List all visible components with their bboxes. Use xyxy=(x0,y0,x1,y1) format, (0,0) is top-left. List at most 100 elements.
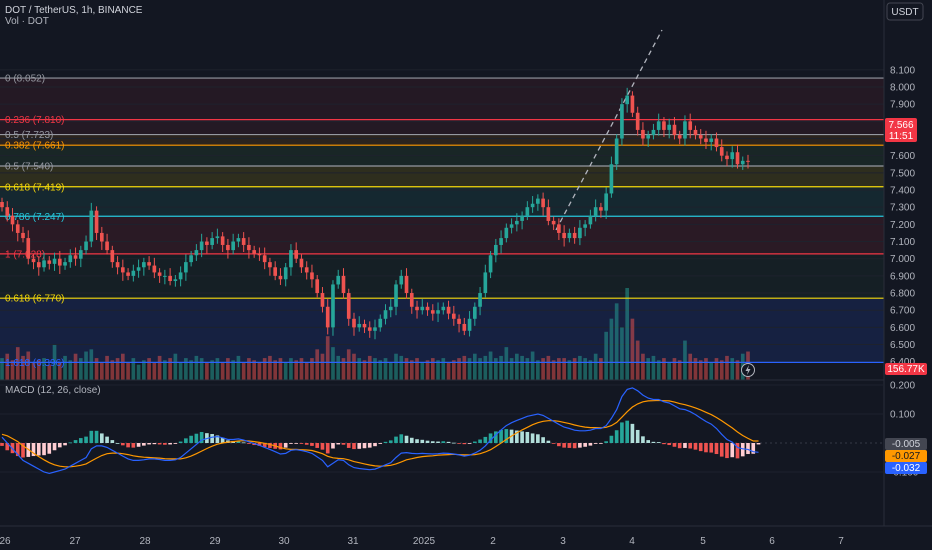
candle-body xyxy=(252,250,256,254)
volume-bar xyxy=(357,358,362,380)
volume-bar xyxy=(131,358,136,380)
candle-body xyxy=(740,160,745,165)
candle-body xyxy=(110,250,115,263)
fib-lines: 0 (8.052) 0.236 (7.810) 0.5 (7.723)0.382 (… xyxy=(0,74,884,369)
volume-bar xyxy=(714,358,719,380)
fib-level-label: 0.5 (7.723) xyxy=(5,130,53,141)
macd-histogram-bar xyxy=(199,431,204,443)
candle-body xyxy=(115,262,120,268)
macd-histogram-bar xyxy=(215,435,220,443)
volume-bar xyxy=(515,353,519,380)
candle-body xyxy=(730,152,735,160)
candle-body xyxy=(478,293,482,307)
volume-bar xyxy=(184,358,188,380)
macd-histogram-bar xyxy=(420,439,425,443)
candle-body xyxy=(0,202,4,208)
macd-histogram-bar xyxy=(157,443,162,445)
candle-body xyxy=(215,236,220,239)
volume-bar xyxy=(15,347,20,380)
macd-histogram-bar xyxy=(630,423,635,443)
candle-body xyxy=(247,244,251,251)
candle-body xyxy=(194,250,199,256)
macd-histogram-bar xyxy=(546,440,551,443)
macd-histogram-bar xyxy=(289,443,293,444)
macd-histogram-bar xyxy=(698,443,703,452)
time-tick-label: 29 xyxy=(209,536,221,547)
candle-body xyxy=(189,255,193,263)
volume-bar xyxy=(283,362,288,380)
candle-body xyxy=(231,241,235,251)
macd-histogram-bar xyxy=(635,429,640,443)
candle-body xyxy=(499,238,503,245)
candle-body xyxy=(441,306,446,311)
macd-histogram-bar xyxy=(21,443,25,458)
fib-zone xyxy=(0,134,884,146)
volume-bar xyxy=(672,358,677,380)
volume-bar xyxy=(320,353,325,380)
macd-histogram-bar xyxy=(646,440,651,443)
macd-histogram-bar xyxy=(194,433,199,443)
price-tick-label: 6.600 xyxy=(890,323,915,334)
candle-body xyxy=(283,267,288,280)
symbol-title[interactable]: DOT / TetherUS, 1h, BINANCE xyxy=(5,5,143,16)
volume-bar xyxy=(257,362,262,380)
time-axis[interactable]: 26 27 28 29 30 31 2025 2 3 4 5 6 7 xyxy=(0,536,844,547)
volume-bar xyxy=(178,362,183,380)
macd-indicator-label[interactable]: MACD (12, 26, close) xyxy=(5,385,101,396)
candle-body xyxy=(635,112,640,130)
volume-bar xyxy=(604,331,608,380)
candle-body xyxy=(588,215,593,225)
volume-bar xyxy=(536,360,540,380)
macd-histogram-bar xyxy=(467,443,472,444)
macd-histogram-bar xyxy=(247,443,251,444)
macd-histogram-bar xyxy=(599,443,603,444)
macd-histogram-bar xyxy=(620,422,624,443)
candle-body xyxy=(163,275,167,277)
fib-zones xyxy=(0,78,884,363)
volume-bar xyxy=(21,355,25,380)
volume-bar xyxy=(331,347,335,380)
candle-body xyxy=(357,323,362,328)
dashed-trendline[interactable] xyxy=(555,29,663,231)
volume-bar xyxy=(47,364,52,380)
volume-bar xyxy=(451,360,456,380)
macd-histogram-bar xyxy=(262,443,267,448)
candle-body xyxy=(446,306,451,314)
volume-bar xyxy=(278,358,283,380)
macd-histogram-bar xyxy=(625,420,629,443)
volume-bar xyxy=(530,351,535,380)
macd-histogram-bar xyxy=(441,441,446,443)
price-tick-label: 6.800 xyxy=(890,289,915,300)
price-tick-label: 6.700 xyxy=(890,306,915,317)
macd-signal-value: -0.027 xyxy=(892,451,921,462)
candle-body xyxy=(336,275,341,285)
candle-body xyxy=(241,238,246,245)
volume-indicator-label[interactable]: Vol · DOT xyxy=(5,16,49,27)
candle-body xyxy=(620,104,624,139)
volume-bar xyxy=(546,355,551,380)
volume-bar xyxy=(68,360,73,380)
volume-bar xyxy=(352,353,356,380)
candle-body xyxy=(26,238,31,259)
volume-bar xyxy=(126,362,130,380)
candle-body xyxy=(415,306,419,311)
macd-histogram-bar xyxy=(399,434,404,443)
volume-bar xyxy=(494,358,498,380)
macd-histogram-bar xyxy=(241,442,246,444)
time-tick-label: 26 xyxy=(0,536,11,547)
volume-bar xyxy=(725,355,729,380)
macd-histogram-bar xyxy=(504,429,509,443)
candle-body xyxy=(483,272,488,294)
volume-bar xyxy=(693,358,698,380)
macd-signal-tag xyxy=(885,450,927,462)
macd-histogram-bar xyxy=(683,443,687,448)
volume-bar xyxy=(168,358,172,380)
macd-histogram-bar xyxy=(320,443,325,450)
lightning-glyph-icon xyxy=(745,365,751,375)
currency-button[interactable] xyxy=(886,2,924,21)
candle-body xyxy=(625,95,629,105)
candle-body xyxy=(31,258,36,263)
volume-bar xyxy=(567,360,572,380)
macd-histogram-bar xyxy=(294,443,299,444)
